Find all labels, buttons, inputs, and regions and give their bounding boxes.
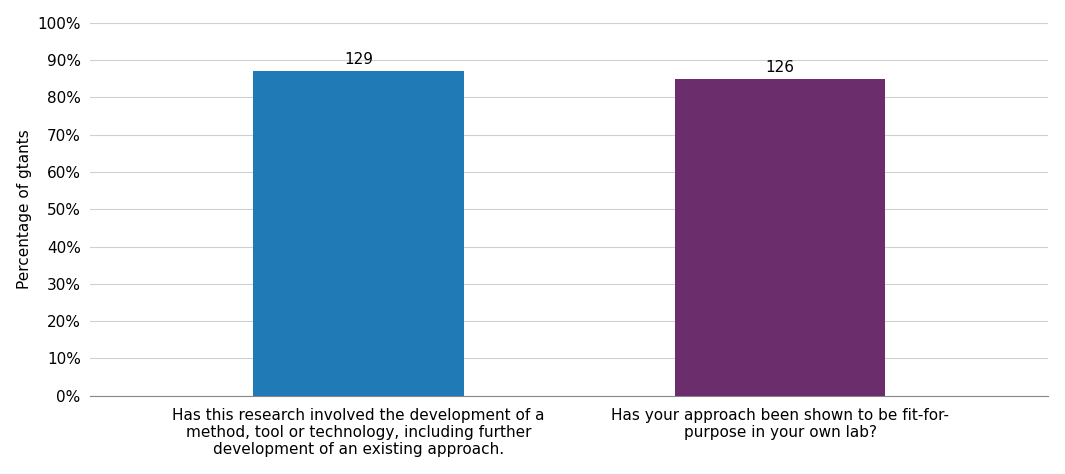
Bar	[675, 79, 885, 396]
Bar	[253, 71, 464, 396]
Y-axis label: Percentage of gtants: Percentage of gtants	[17, 129, 32, 289]
Text: 129: 129	[344, 53, 373, 67]
Text: 126: 126	[766, 60, 794, 75]
